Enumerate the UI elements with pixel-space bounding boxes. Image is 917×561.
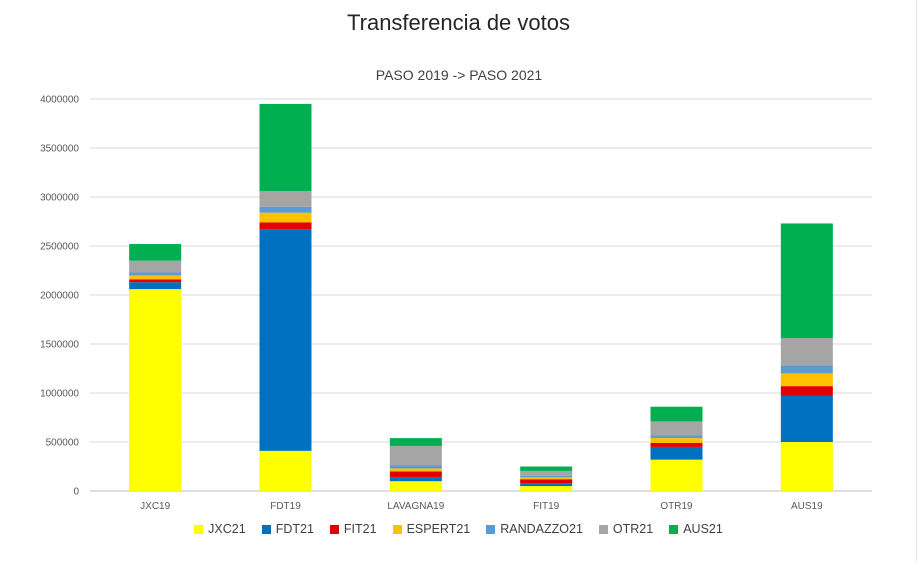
bar-segment-otr21-otr19 — [650, 421, 703, 436]
legend-label: ESPERT21 — [406, 522, 471, 536]
y-tick-label: 1000000 — [40, 389, 79, 400]
chart-subtitle: PASO 2019 -> PASO 2021 — [376, 67, 543, 83]
bar-segment-fdt21-aus19 — [780, 395, 833, 442]
bar-segment-jxc21-fdt19 — [259, 450, 312, 491]
bar-segment-espert21-lavagna19 — [389, 468, 442, 472]
legend-item: FDT21 — [261, 522, 314, 536]
legend-swatch — [598, 524, 608, 534]
page-title: Transferencia de votos — [347, 10, 570, 35]
x-axis-ticks: JXC19 FDT19 LAVAGNA19 FIT19 OTR19 AUS19 — [140, 501, 823, 512]
bar-segment-espert21-otr19 — [650, 438, 703, 443]
x-tick-label: LAVAGNA19 — [387, 501, 444, 512]
y-tick-label: 0 — [73, 487, 79, 498]
legend-swatch — [669, 524, 679, 534]
y-tick-label: 2500000 — [40, 242, 79, 253]
legend-label: FIT21 — [343, 522, 377, 536]
bar-segment-otr21-lavagna19 — [389, 445, 442, 466]
bars — [129, 103, 833, 491]
bar-segment-espert21-fit19 — [520, 477, 573, 480]
y-tick-label: 3000000 — [40, 193, 79, 204]
bar-segment-fdt21-lavagna19 — [389, 477, 442, 482]
bar-segment-aus21-fdt19 — [259, 103, 312, 192]
bar-segment-jxc21-lavagna19 — [389, 481, 442, 491]
bar-segment-otr21-fdt19 — [259, 191, 312, 207]
bar-segment-otr21-jxc19 — [129, 260, 182, 273]
y-tick-label: 1500000 — [40, 340, 79, 351]
bar-segment-fdt21-fdt19 — [259, 229, 312, 451]
legend-swatch — [486, 524, 496, 534]
bar-segment-fdt21-jxc19 — [129, 282, 182, 290]
legend-item: JXC21 — [194, 522, 246, 536]
legend-item: ESPERT21 — [392, 522, 471, 536]
y-tick-label: 500000 — [46, 438, 80, 449]
x-tick-label: FIT19 — [533, 501, 560, 512]
y-axis-ticks: 0 500000 1000000 1500000 2000000 2500000 30000… — [40, 95, 79, 498]
x-tick-label: AUS19 — [791, 501, 823, 512]
legend-label: JXC21 — [208, 522, 246, 536]
legend-swatch — [329, 524, 339, 534]
x-tick-label: OTR19 — [660, 501, 693, 512]
bar-segment-jxc21-otr19 — [650, 459, 703, 491]
bar-segment-espert21-aus19 — [780, 373, 833, 387]
bar-segment-otr21-fit19 — [520, 470, 573, 476]
bar-segment-randazzo21-fdt19 — [259, 206, 312, 213]
bar-segment-aus21-otr19 — [650, 406, 703, 422]
bar-segment-aus21-aus19 — [780, 223, 833, 339]
bar-segment-jxc21-jxc19 — [129, 289, 182, 491]
x-tick-label: FDT19 — [270, 501, 301, 512]
legend-item: FIT21 — [329, 522, 377, 536]
bar-segment-fit21-otr19 — [650, 442, 703, 447]
legend-label: AUS21 — [683, 522, 723, 536]
legend-label: RANDAZZO21 — [500, 522, 583, 536]
bar-segment-aus21-lavagna19 — [389, 438, 442, 446]
bar-segment-espert21-fdt19 — [259, 212, 312, 223]
y-tick-label: 3500000 — [40, 144, 79, 155]
bar-segment-aus21-fit19 — [520, 466, 573, 471]
legend-label: OTR21 — [612, 522, 654, 536]
bar-segment-fit21-jxc19 — [129, 279, 182, 283]
bar-segment-jxc21-fit19 — [520, 486, 573, 491]
legend-swatch — [194, 524, 204, 534]
bar-segment-randazzo21-aus19 — [780, 365, 833, 374]
y-tick-label: 2000000 — [40, 291, 79, 302]
bar-segment-randazzo21-fit19 — [520, 475, 573, 478]
bar-segment-fdt21-fit19 — [520, 483, 573, 487]
bar-segment-randazzo21-lavagna19 — [389, 465, 442, 469]
bar-segment-randazzo21-jxc19 — [129, 272, 182, 276]
legend-swatch — [392, 524, 402, 534]
bar-segment-fdt21-otr19 — [650, 446, 703, 460]
bar-segment-jxc21-aus19 — [780, 442, 833, 491]
bar-segment-randazzo21-otr19 — [650, 435, 703, 439]
y-tick-label: 4000000 — [40, 95, 79, 106]
bar-segment-otr21-aus19 — [780, 338, 833, 366]
bar-segment-aus21-jxc19 — [129, 244, 182, 261]
legend-swatch — [261, 524, 271, 534]
legend-label: FDT21 — [275, 522, 314, 536]
bar-segment-fit21-aus19 — [780, 386, 833, 396]
x-tick-label: JXC19 — [140, 501, 170, 512]
gridlines — [90, 98, 872, 492]
legend-item: RANDAZZO21 — [486, 522, 583, 536]
legend: JXC21 FDT21 FIT21 ESPERT21 RANDAZZO21 OTR21 AU… — [0, 522, 917, 536]
bar-segment-fit21-fdt19 — [259, 222, 312, 230]
bar-segment-fit21-lavagna19 — [389, 471, 442, 478]
legend-item: AUS21 — [669, 522, 723, 536]
bar-segment-espert21-jxc19 — [129, 275, 182, 280]
bar-segment-fit21-fit19 — [520, 479, 573, 484]
legend-item: OTR21 — [598, 522, 654, 536]
